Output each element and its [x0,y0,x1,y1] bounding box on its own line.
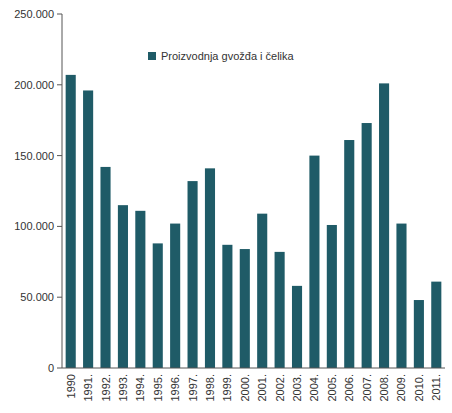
x-tick-label: 1997. [187,374,199,402]
x-tick-label: 2008. [378,374,390,402]
y-tick-label: 150.000 [14,150,54,162]
bar [83,90,93,368]
bar [257,214,267,368]
x-tick-label: 1998. [204,374,216,402]
bar [170,224,180,368]
x-tick-label: 2003. [291,374,303,402]
y-tick-label: 50.000 [20,291,54,303]
y-tick [57,84,62,85]
x-tick-label: 2011. [430,374,442,401]
x-tick-label: 2004. [308,374,320,402]
x-axis [62,368,445,369]
y-axis [62,14,63,368]
y-tick [57,14,62,15]
x-tick-label: 1992. [100,374,112,402]
bar [240,249,250,368]
legend-swatch [148,52,156,60]
y-tick-label: 250.000 [14,8,54,20]
x-tick-label: 2001. [256,374,268,402]
bar [275,252,285,368]
bar [188,181,198,368]
bar [396,224,406,368]
bars [66,75,442,368]
x-tick-label: 2002. [274,374,286,402]
x-tick-label: 2005. [326,374,338,402]
bar [205,168,215,368]
x-tick-label: 1999. [221,374,233,402]
bar [118,205,128,368]
bar [431,282,441,368]
bar [153,243,163,368]
x-tick-label: 2006. [343,374,355,402]
x-tick-label: 1993. [117,374,129,402]
x-tick-label: 1995. [152,374,164,402]
y-tick [57,368,62,369]
legend-label: Proizvodnja gvožđa i čelika [161,50,295,62]
x-tick-label: 2000. [239,374,251,402]
y-tick-label: 200.000 [14,79,54,91]
x-tick-label: 1994. [134,374,146,402]
bar [379,83,389,368]
bar [344,140,354,368]
y-tick-label: 0 [48,362,54,374]
bar [292,286,302,368]
x-tick-label: 2009. [395,374,407,402]
chart: 0 50.000 100.000 150.000 200.000 250.000 1990 1… [0,0,452,413]
bar [100,167,110,368]
y-tick-label: 100.000 [14,220,54,232]
y-tick [57,226,62,227]
x-tick-label: 1990 [65,374,77,398]
x-tick-label: 2010. [413,374,425,402]
bar [222,245,232,368]
x-tick-label: 1991. [82,374,94,402]
bar [309,156,319,368]
bar [135,211,145,368]
bar [362,123,372,368]
y-tick [57,297,62,298]
bar [414,300,424,368]
bar [66,75,76,368]
y-tick [57,155,62,156]
x-tick-label: 1996. [169,374,181,402]
x-tick-label: 2007. [361,374,373,402]
bar [327,225,337,368]
